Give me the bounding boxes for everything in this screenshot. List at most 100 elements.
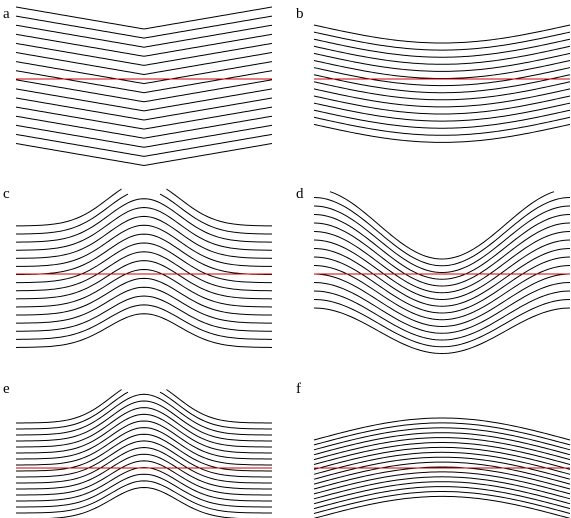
contour-line: [313, 102, 571, 122]
contour-line: [313, 490, 571, 514]
contour-line: [329, 191, 555, 260]
contour-line: [313, 116, 571, 136]
contour-line: [313, 422, 571, 446]
contour-line: [313, 67, 571, 87]
contour-line: [313, 52, 571, 72]
contour-line: [313, 88, 571, 108]
contour-line: [15, 313, 273, 348]
contour-line: [15, 460, 273, 496]
contour-line: [313, 74, 571, 94]
panel-e-curves: [15, 389, 273, 518]
contour-line: [313, 123, 571, 143]
contour-line: [313, 471, 571, 495]
contour-line: [15, 33, 273, 57]
contour-line: [313, 81, 571, 101]
contour-line: [313, 197, 571, 267]
contour-line: [15, 215, 273, 259]
contour-line: [313, 24, 571, 44]
contour-line: [15, 79, 273, 103]
contour-line: [313, 214, 571, 280]
contour-line: [15, 440, 273, 478]
contour-line: [313, 239, 571, 301]
contour-line: [313, 38, 571, 58]
contour-line: [313, 466, 571, 490]
contour-line: [313, 461, 571, 485]
contour-line: [15, 133, 273, 157]
contour-line: [313, 45, 571, 65]
contour-line: [15, 97, 273, 121]
contour-line: [313, 417, 571, 441]
contour-line: [313, 265, 571, 321]
contour-line: [15, 427, 273, 466]
contour-line: [15, 389, 273, 424]
contour-line: [313, 205, 571, 274]
contour-line: [15, 233, 273, 276]
contour-line: [15, 393, 273, 436]
panel-a-curves: [15, 6, 273, 167]
panel-label-f: f: [296, 381, 301, 397]
panel-e: e: [3, 381, 273, 518]
contour-line: [15, 24, 273, 48]
panel-d-curves: [313, 191, 571, 355]
contour-line: [15, 61, 273, 85]
contour-line: [15, 193, 273, 235]
contour-line: [313, 495, 571, 518]
contour-line: [313, 307, 571, 355]
contour-line: [15, 188, 273, 227]
contour-line: [313, 231, 571, 294]
contour-line: [313, 432, 571, 456]
contour-line: [313, 481, 571, 505]
contour-line: [15, 6, 273, 30]
contour-line: [313, 441, 571, 465]
panel-label-d: d: [296, 186, 304, 202]
panel-label-e: e: [3, 381, 10, 397]
contour-line: [313, 109, 571, 129]
contour-line: [313, 486, 571, 510]
contour-line: [15, 268, 273, 308]
contour-line: [313, 427, 571, 451]
contour-line: [15, 124, 273, 148]
contour-line: [15, 420, 273, 460]
contour-line: [15, 42, 273, 66]
contour-line: [15, 391, 273, 430]
contour-line: [15, 115, 273, 139]
contour-line: [48, 486, 240, 518]
contour-line: [313, 451, 571, 475]
panel-c-curves: [15, 188, 273, 348]
panel-d: d: [296, 186, 571, 355]
contour-line: [15, 207, 273, 251]
contour-line: [15, 304, 273, 340]
panel-a: a: [3, 6, 273, 167]
contour-line: [313, 31, 571, 51]
contour-line: [15, 413, 273, 454]
contour-line: [15, 467, 273, 502]
contour-line: [15, 407, 273, 448]
contour-line: [15, 295, 273, 332]
contour-line: [15, 400, 273, 442]
contour-line: [15, 52, 273, 76]
contour-line: [15, 198, 273, 243]
contour-line: [15, 106, 273, 130]
contour-line: [313, 222, 571, 287]
panel-c: c: [3, 186, 273, 348]
panel-label-b: b: [296, 6, 304, 22]
panel-f: f: [296, 381, 571, 518]
contour-line: [15, 70, 273, 94]
contour-line: [15, 88, 273, 112]
contour-line: [313, 446, 571, 470]
contour-line: [15, 224, 273, 267]
panel-label-c: c: [3, 186, 10, 202]
contour-line: [313, 282, 571, 334]
panel-b-curves: [313, 24, 571, 143]
contour-line: [15, 143, 273, 167]
panel-f-curves: [313, 417, 571, 518]
contour-line: [313, 290, 571, 341]
contour-line: [15, 447, 273, 484]
contour-line: [313, 95, 571, 115]
contour-line: [313, 437, 571, 461]
contour-line: [15, 453, 273, 490]
contour-line: [313, 476, 571, 500]
panel-b: b: [296, 6, 571, 143]
contour-line: [15, 260, 273, 300]
